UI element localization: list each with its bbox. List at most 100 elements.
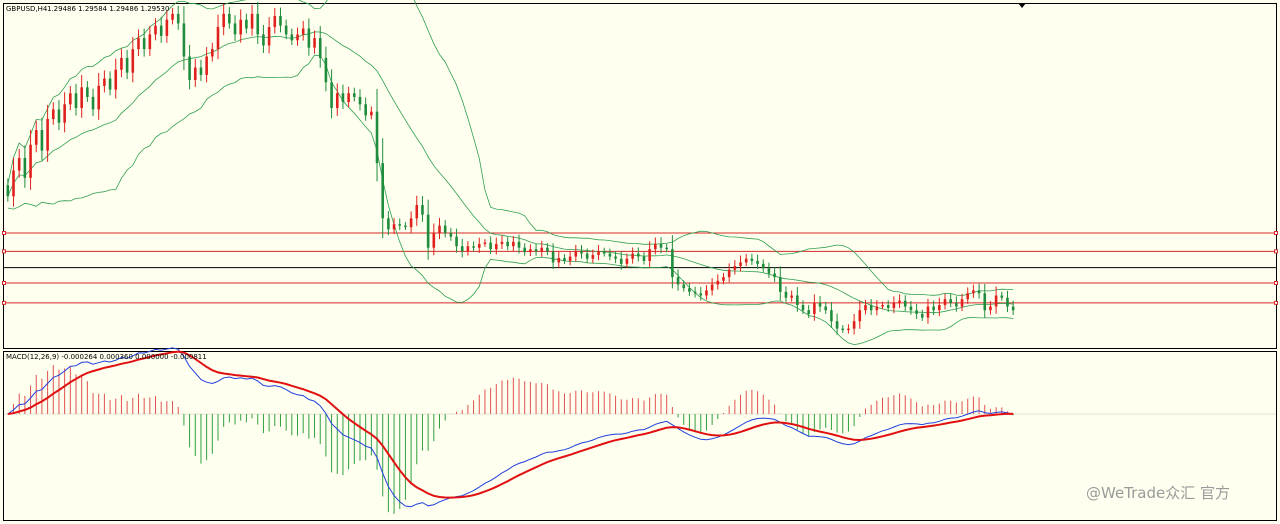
candle-body: [1011, 306, 1015, 311]
candle-body: [722, 277, 725, 281]
candle-body: [631, 253, 634, 259]
candle: [142, 28, 146, 57]
candle-body: [597, 251, 600, 256]
level-handle-left-icon[interactable]: [2, 249, 6, 254]
candle-body: [432, 233, 436, 248]
candle-body: [421, 205, 424, 215]
chart-shift-marker-icon[interactable]: [1018, 3, 1026, 8]
candle: [682, 280, 686, 292]
candle-body: [80, 87, 83, 108]
candle: [574, 244, 578, 262]
candle-body: [114, 69, 118, 90]
candle-body: [966, 293, 970, 300]
candle-body: [1006, 297, 1009, 307]
candle-body: [659, 244, 663, 248]
candle-body: [358, 96, 362, 105]
candle-body: [267, 27, 271, 46]
candle-body: [131, 49, 135, 73]
candle: [6, 178, 10, 202]
candle: [597, 244, 600, 261]
candle: [404, 222, 407, 230]
candle: [818, 295, 822, 313]
candle-body: [705, 290, 708, 296]
candle: [426, 199, 430, 260]
candle-body: [938, 305, 941, 311]
candle: [341, 84, 345, 110]
candle-body: [404, 225, 407, 228]
candle-body: [546, 247, 549, 252]
candle: [886, 300, 890, 312]
candle-body: [176, 13, 180, 24]
candle-body: [341, 93, 345, 103]
candle: [636, 247, 640, 262]
candle: [994, 286, 998, 314]
candle-body: [602, 251, 606, 254]
candle-body: [483, 242, 487, 245]
candle: [807, 305, 810, 318]
level-handle-right-icon[interactable]: [1274, 281, 1278, 286]
candle-body: [387, 218, 390, 230]
candle: [654, 237, 657, 255]
candle-body: [744, 258, 748, 263]
candle: [602, 247, 606, 257]
candle-body: [642, 256, 646, 261]
candle: [216, 14, 220, 60]
candle-body: [676, 277, 680, 285]
candle: [318, 25, 322, 68]
candle: [415, 195, 419, 226]
candle-body: [892, 302, 896, 309]
candle-body: [858, 310, 862, 322]
candle: [472, 241, 475, 252]
candle-body: [279, 16, 282, 26]
level-handle-right-icon[interactable]: [1274, 300, 1278, 305]
candle-body: [983, 293, 987, 311]
candle-body: [142, 38, 146, 50]
candle-body: [671, 249, 674, 278]
candle-body: [415, 205, 419, 219]
candle: [233, 15, 237, 41]
candle-body: [886, 305, 890, 309]
candle: [892, 296, 896, 314]
level-handle-right-icon[interactable]: [1274, 249, 1278, 254]
candle: [313, 30, 316, 54]
candle-body: [699, 293, 703, 296]
candle-body: [688, 288, 691, 292]
candle: [512, 236, 515, 251]
symbol-label: GBPUSD,H4: [6, 5, 48, 13]
macd-plot: [4, 347, 1276, 514]
level-handle-left-icon[interactable]: [2, 300, 6, 305]
candle: [335, 83, 339, 116]
candle-body: [290, 34, 294, 41]
level-handle-left-icon[interactable]: [2, 231, 6, 235]
ohlc-readout: 1.29486 1.29584 1.29486 1.29530: [47, 5, 169, 13]
candle: [495, 237, 498, 255]
candle-body: [74, 93, 78, 108]
candle-body: [86, 87, 89, 97]
candle-body: [761, 263, 765, 269]
candle-body: [108, 78, 112, 90]
candle-body: [216, 27, 220, 50]
level-handle-left-icon[interactable]: [2, 281, 6, 286]
candle: [619, 251, 623, 270]
candle: [665, 243, 668, 253]
candle-body: [619, 258, 623, 264]
macd-main-line: [7, 347, 1014, 508]
candle: [773, 267, 776, 282]
level-handle-right-icon[interactable]: [1274, 231, 1278, 235]
candle-body: [750, 258, 754, 261]
candle-body: [477, 244, 481, 248]
candle-body: [648, 249, 651, 261]
candle: [523, 243, 526, 256]
candle-body: [517, 241, 521, 248]
candle-body: [869, 305, 873, 311]
candle: [63, 92, 66, 133]
candle-body: [137, 38, 140, 50]
candle-body: [864, 305, 867, 311]
candle: [790, 290, 793, 302]
candle-body: [273, 16, 277, 28]
candle-body: [585, 253, 589, 259]
candle: [608, 248, 612, 261]
candle-body: [245, 19, 248, 29]
